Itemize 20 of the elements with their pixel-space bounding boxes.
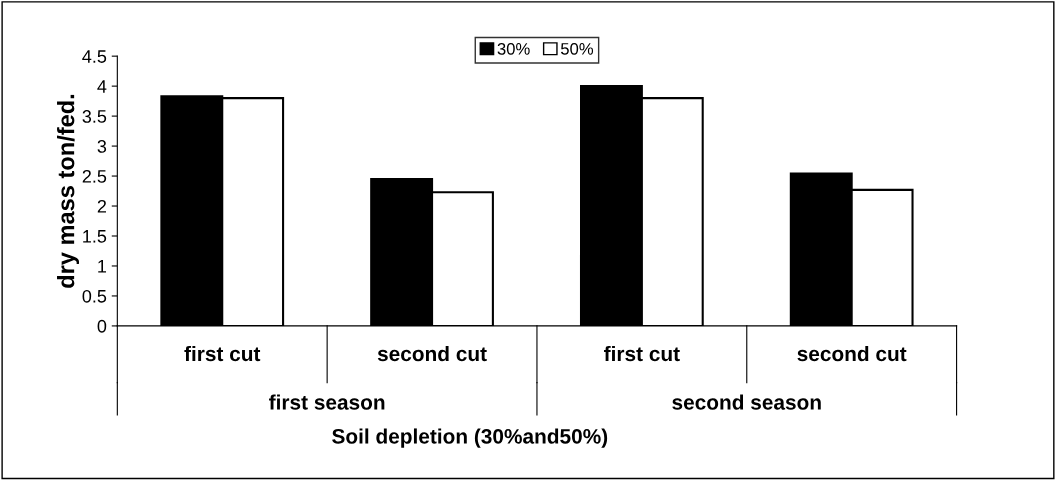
y-axis-title: dry mass ton/fed.	[57, 94, 80, 288]
y-tick-label: 1	[98, 260, 107, 273]
y-tick-label: 0	[97, 319, 107, 333]
y-tick-label: 4	[97, 80, 107, 93]
y-tick-label: 3	[97, 140, 107, 153]
y-tick-label: 1.5	[83, 230, 107, 243]
text: first season	[269, 394, 385, 410]
y-tick-label: 3.5	[82, 110, 107, 123]
x-tick-label: second cut	[377, 345, 487, 362]
legend-label: 30%	[497, 42, 530, 55]
y-tick-label: 0.5	[82, 289, 107, 303]
x-tick-label: second cut	[797, 345, 907, 362]
y-tick-label: 2	[97, 199, 106, 213]
x-axis-title: Soil depletion (30%and50%)	[332, 428, 608, 448]
y-tick-label: 2.5	[82, 169, 107, 183]
x-tick-label: first cut	[604, 345, 680, 362]
y-tick-label: 4.5	[82, 50, 107, 63]
x-tick-label: first cut	[184, 345, 261, 362]
text: second season	[672, 394, 821, 410]
legend-label: 50%	[560, 42, 594, 55]
